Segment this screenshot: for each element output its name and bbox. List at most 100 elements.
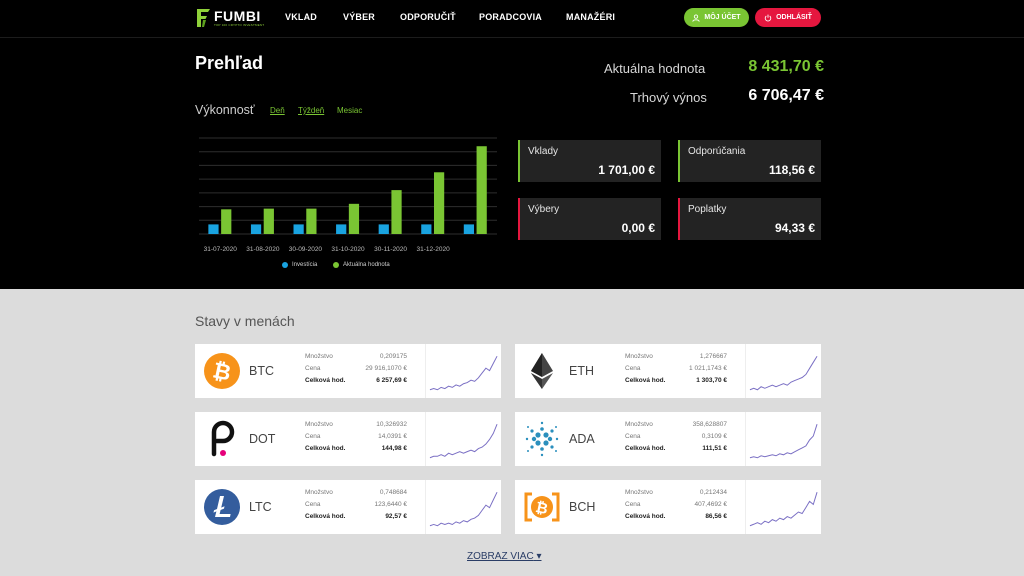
my-account-button[interactable]: MÔJ ÚČET xyxy=(684,8,749,27)
logout-label: ODHLÁSIŤ xyxy=(776,14,812,21)
ethereum-icon xyxy=(531,353,553,389)
currencies-title: Stavy v menách xyxy=(195,313,295,329)
polkadot-icon xyxy=(211,420,235,457)
nav-managers[interactable]: MANAŽÉRI xyxy=(566,12,616,22)
stat-referrals-accent xyxy=(678,140,680,182)
nav-deposit[interactable]: VKLAD xyxy=(285,12,317,22)
sparkline-path xyxy=(749,492,818,527)
market-yield-label: Trhový výnos xyxy=(630,90,707,105)
total-value: 144,98 € xyxy=(381,445,407,452)
price-label: Cena xyxy=(625,365,641,372)
stat-fees-label: Poplatky xyxy=(688,204,727,215)
sparkline xyxy=(745,480,818,534)
price-value: 123,6440 € xyxy=(374,501,407,508)
tab-week[interactable]: Týždeň xyxy=(298,106,325,115)
tab-month[interactable]: Mesiac xyxy=(337,106,363,115)
price-value: 1 021,1743 € xyxy=(689,365,727,372)
quantity-label: Množstvo xyxy=(305,353,333,360)
bar-current-value xyxy=(476,146,487,234)
stat-deposits-accent xyxy=(518,140,520,182)
sparkline-path xyxy=(749,424,818,459)
sparkline-path xyxy=(749,355,818,391)
nav-withdraw[interactable]: VÝBER xyxy=(343,12,376,22)
quantity-value: 0,212434 xyxy=(699,489,727,496)
stat-deposits-value: 1 701,00 € xyxy=(598,163,655,177)
total-value: 92,57 € xyxy=(385,513,407,520)
bar-investment xyxy=(378,224,389,234)
total-value: 111,51 € xyxy=(702,445,727,452)
bar-investment xyxy=(421,224,432,234)
performance-chart: 31-07-2020 31-08-2020 30-09-2020 31-10-2020… xyxy=(199,137,497,253)
bar-current-value xyxy=(306,208,317,234)
bar-current-value xyxy=(348,203,360,234)
x-tick-label: 31-12-2020 xyxy=(417,246,451,253)
total-label: Celková hod. xyxy=(625,445,666,452)
stat-fees-accent xyxy=(678,198,680,240)
current-value: 8 431,70 € xyxy=(748,58,824,75)
currency-card-ltc[interactable]: LTC Množstvo 0,748684 Cena 123,6440 € Celk… xyxy=(195,480,501,534)
logo[interactable]: FUMBI TOP 100 CRYPTO INVESTMENT xyxy=(196,7,264,29)
show-more-link[interactable]: ZOBRAZ VIAC ▾ xyxy=(467,551,542,562)
currency-card-ada[interactable]: ADA Množstvo 358,628807 Cena 0,3109 € Celk… xyxy=(515,412,821,466)
x-tick-label: 31-08-2020 xyxy=(246,246,280,253)
market-yield: 6 706,47 € xyxy=(748,87,824,104)
nav-advisors[interactable]: PORADCOVIA xyxy=(479,12,543,22)
stat-withdrawals-accent xyxy=(518,198,520,240)
total-label: Celková hod. xyxy=(625,377,666,384)
total-label: Celková hod. xyxy=(625,513,666,520)
currency-card-dot[interactable]: DOT Množstvo 10,326932 Cena 14,0391 € Celk… xyxy=(195,412,501,466)
x-tick-label: 30-09-2020 xyxy=(289,246,323,253)
quantity-value: 0,209175 xyxy=(379,353,407,360)
quantity-value: 358,628807 xyxy=(692,421,727,428)
legend-current-value-label: Aktuálna hodnota xyxy=(343,262,390,268)
legend-current-value: Aktuálna hodnota xyxy=(333,262,390,268)
quantity-label: Množstvo xyxy=(625,353,653,360)
total-label: Celková hod. xyxy=(305,513,346,520)
quantity-label: Množstvo xyxy=(625,421,653,428)
quantity-label: Množstvo xyxy=(305,489,333,496)
quantity-value: 1,276667 xyxy=(699,353,727,360)
stat-referrals-value: 118,56 € xyxy=(768,163,815,177)
quantity-label: Množstvo xyxy=(305,421,333,428)
price-value: 29 916,1070 € xyxy=(365,365,407,372)
currency-card-btc[interactable]: ₿ BTC Množstvo 0,209175 Cena 29 916,1070 €… xyxy=(195,344,501,398)
currency-card-bch[interactable]: ₿ BCH Množstvo 0,212434 Cena 407,4692 € Ce… xyxy=(515,480,821,534)
litecoin-icon xyxy=(204,489,240,525)
total-label: Celková hod. xyxy=(305,377,346,384)
bar-current-value xyxy=(433,172,445,234)
nav-refer[interactable]: ODPORUČIŤ xyxy=(400,12,456,22)
price-value: 0,3109 € xyxy=(701,433,727,440)
sparkline-path xyxy=(429,491,498,527)
stat-fees-value: 94,33 € xyxy=(774,221,815,235)
currency-ticker: LTC xyxy=(249,500,272,514)
stat-withdrawals-value: 0,00 € xyxy=(621,221,655,235)
bar-investment xyxy=(463,224,475,234)
brand-tagline: TOP 100 CRYPTO INVESTMENT xyxy=(214,23,265,27)
chevron-down-icon: ▾ xyxy=(536,551,542,562)
total-value: 1 303,70 € xyxy=(696,377,727,384)
total-label: Celková hod. xyxy=(305,445,346,452)
tab-day[interactable]: Deň xyxy=(270,106,285,115)
logout-button[interactable]: ODHLÁSIŤ xyxy=(755,8,821,27)
x-tick-label: 31-07-2020 xyxy=(204,246,238,253)
stat-referrals-label: Odporúčania xyxy=(688,146,746,157)
price-value: 407,4692 € xyxy=(694,501,727,508)
currencies-section xyxy=(0,289,1024,576)
stat-withdrawals-label: Výbery xyxy=(528,204,560,215)
legend-investment: Investícia xyxy=(282,262,317,268)
fumbi-logo-icon xyxy=(197,9,210,27)
currency-card-eth[interactable]: ETH Množstvo 1,276667 Cena 1 021,1743 € Ce… xyxy=(515,344,821,398)
show-more-label: ZOBRAZ VIAC xyxy=(467,551,534,562)
svg-text:₿: ₿ xyxy=(210,358,233,386)
bar-current-value xyxy=(391,190,402,234)
sparkline xyxy=(745,412,818,466)
legend-investment-swatch xyxy=(282,262,288,268)
currency-ticker: BCH xyxy=(569,500,596,514)
top-nav: FUMBI TOP 100 CRYPTO INVESTMENT VKLAD VÝ… xyxy=(0,0,1024,38)
bitcoin-cash-icon: ₿ xyxy=(524,492,560,522)
page-title: Prehľad xyxy=(195,53,263,73)
bar-investment xyxy=(250,224,262,234)
sparkline xyxy=(425,344,498,398)
x-tick-label: 31-10-2020 xyxy=(331,246,365,253)
stat-deposits-label: Vklady xyxy=(528,146,559,157)
